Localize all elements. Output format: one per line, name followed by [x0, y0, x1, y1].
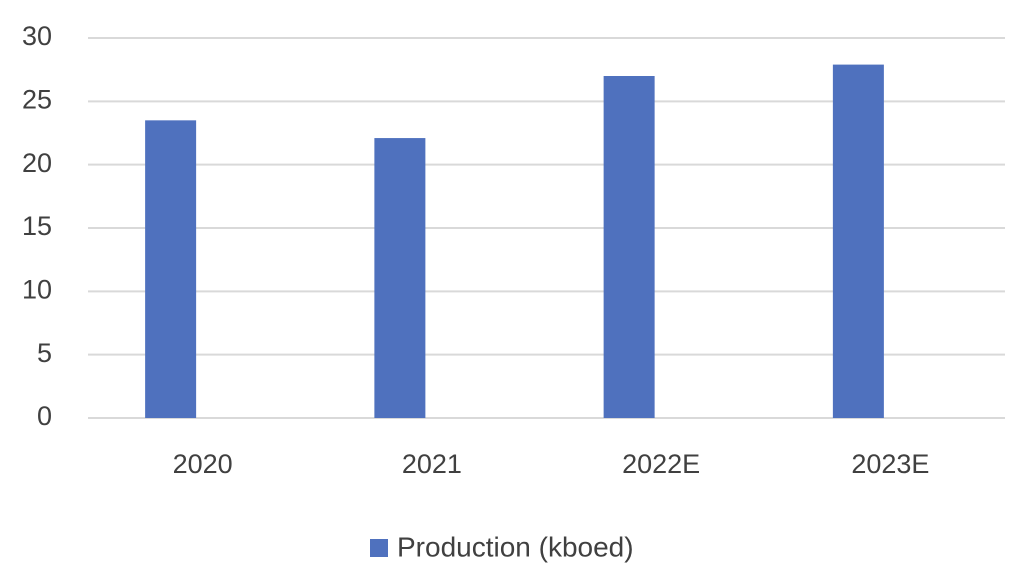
bar — [374, 138, 426, 419]
y-tick-label: 5 — [37, 338, 52, 368]
x-tick-label: 2021 — [402, 449, 462, 479]
x-tick-label: 2020 — [173, 449, 233, 479]
legend-label: Production (kboed) — [397, 531, 634, 562]
legend-swatch — [370, 539, 388, 557]
y-tick-label: 10 — [22, 274, 52, 304]
x-tick-label: 2022E — [622, 449, 700, 479]
y-tick-label: 0 — [37, 401, 52, 431]
y-tick-label: 25 — [22, 84, 52, 114]
bar — [145, 120, 197, 418]
x-tick-label: 2023E — [851, 449, 929, 479]
bar — [603, 76, 655, 418]
y-tick-label: 30 — [22, 21, 52, 51]
bar — [832, 64, 884, 418]
y-tick-label: 20 — [22, 148, 52, 178]
y-tick-label: 15 — [22, 211, 52, 241]
